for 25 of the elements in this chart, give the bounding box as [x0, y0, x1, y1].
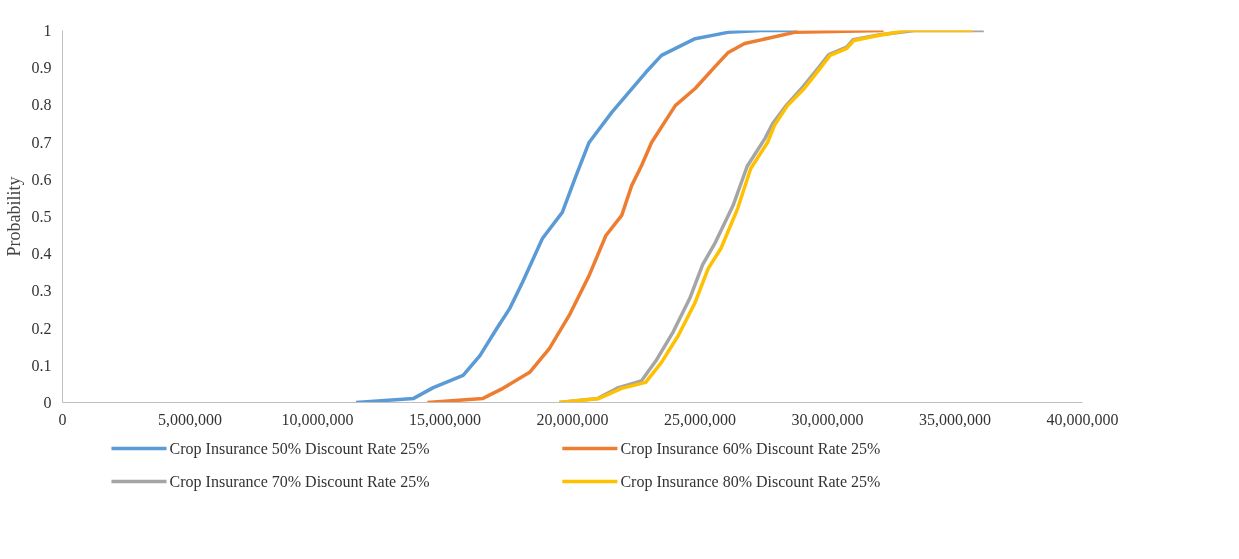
- x-tick-label: 25,000,000: [664, 410, 736, 428]
- y-tick-label: 0.5: [31, 208, 52, 225]
- x-tick-label: 5,000,000: [158, 410, 222, 428]
- y-axis-title: Probability: [3, 176, 24, 257]
- x-tick-label: 15,000,000: [409, 410, 481, 428]
- x-tick-label: 40,000,000: [1046, 410, 1119, 428]
- y-tick-label: 0.8: [31, 96, 52, 114]
- x-tick-label: 20,000,000: [536, 410, 609, 428]
- x-tick-label: 10,000,000: [281, 410, 354, 428]
- y-tick-label: 0.2: [31, 319, 52, 337]
- legend-label: Crop Insurance 60% Discount Rate 25%: [620, 440, 881, 458]
- legend-label: Crop Insurance 70% Discount Rate 25%: [169, 473, 430, 491]
- legend-label: Crop Insurance 50% Discount Rate 25%: [169, 440, 430, 458]
- y-tick-label: 0.9: [31, 59, 52, 77]
- x-tick-label: 0: [58, 410, 67, 428]
- y-tick-label: 0.1: [31, 356, 52, 374]
- y-tick-label: 0.4: [31, 245, 52, 263]
- y-tick-label: 0.7: [31, 133, 52, 151]
- y-tick-label: 0.3: [31, 282, 52, 300]
- y-tick-label: 0.6: [31, 170, 52, 188]
- y-tick-label: 1: [43, 22, 52, 39]
- x-tick-label: 35,000,000: [919, 410, 991, 428]
- y-tick-label: 0: [43, 394, 52, 411]
- legend-label: Crop Insurance 80% Discount Rate 25%: [620, 473, 881, 491]
- x-tick-label: 30,000,000: [791, 410, 864, 428]
